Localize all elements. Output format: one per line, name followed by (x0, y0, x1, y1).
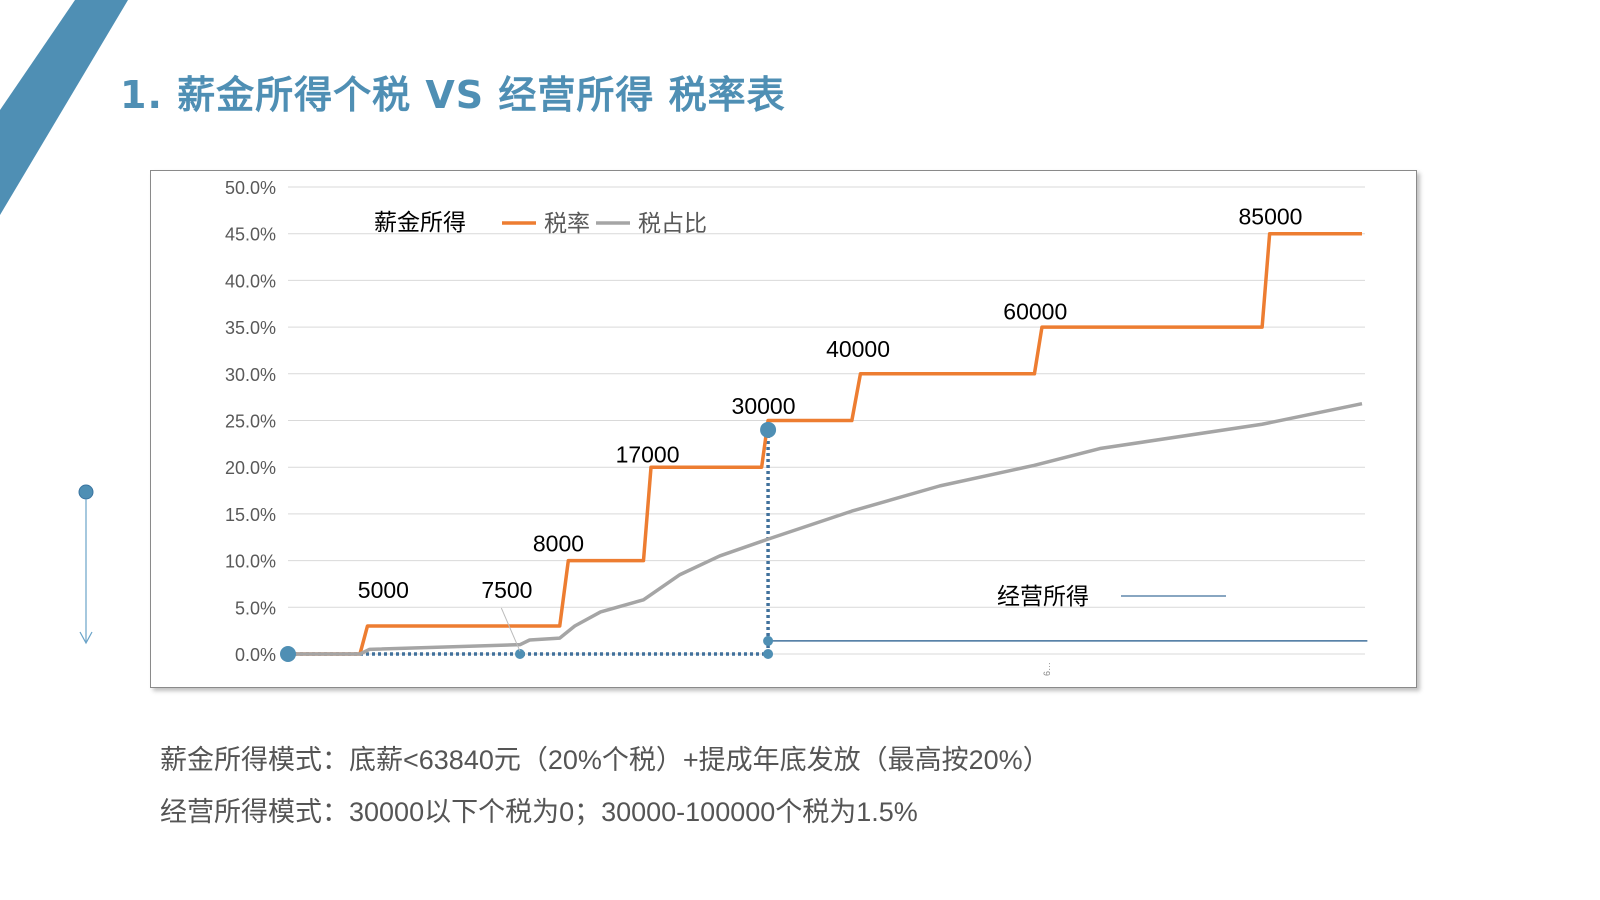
y-tick-label: 35.0% (225, 318, 276, 338)
guide-marker (760, 421, 777, 438)
guide-marker (763, 635, 774, 646)
arrow-down-icon (79, 631, 93, 645)
y-tick-label: 40.0% (225, 271, 276, 291)
chart-frame (150, 170, 1417, 688)
y-tick-label: 15.0% (225, 505, 276, 525)
business-legend-label: 经营所得 (997, 583, 1089, 609)
threshold-label: 60000 (1003, 299, 1067, 325)
threshold-label: 17000 (616, 442, 680, 468)
y-tick-label: 50.0% (225, 178, 276, 198)
legend-label: 税占比 (638, 210, 707, 236)
legend-label: 税率 (544, 210, 590, 236)
threshold-label: 7500 (481, 577, 532, 603)
salary-mode-note: 薪金所得模式：底薪<63840元（20%个税）+提成年底发放（最高按20%） (160, 745, 1050, 775)
x-tick-label: 6… (1042, 662, 1052, 676)
guide-marker (514, 649, 525, 659)
threshold-label: 85000 (1238, 203, 1302, 229)
y-tick-label: 0.0% (235, 645, 276, 665)
threshold-label: 30000 (732, 393, 796, 419)
business-mode-note: 经营所得模式：30000以下个税为0；30000-100000个税为1.5% (160, 797, 918, 827)
y-tick-label: 25.0% (225, 412, 276, 432)
tax-rate-line (288, 231, 1362, 656)
threshold-label: 40000 (826, 336, 890, 362)
y-tick-label: 30.0% (225, 365, 276, 385)
guide-marker (763, 649, 774, 659)
guide-marker (280, 646, 296, 662)
slide-title: 1. 薪金所得个税 VS 经营所得 税率表 (120, 73, 786, 117)
annotation-leader-line (500, 607, 521, 652)
diagonal-band (0, 0, 128, 215)
y-tick-label: 10.0% (225, 552, 276, 572)
legend-title: 薪金所得 (374, 209, 466, 235)
y-tick-label: 45.0% (225, 225, 276, 245)
y-tick-label: 20.0% (225, 458, 276, 478)
threshold-label: 5000 (358, 577, 409, 603)
y-tick-label: 5.0% (235, 598, 276, 618)
threshold-label: 8000 (533, 530, 584, 556)
tax-ratio-line (288, 401, 1363, 656)
